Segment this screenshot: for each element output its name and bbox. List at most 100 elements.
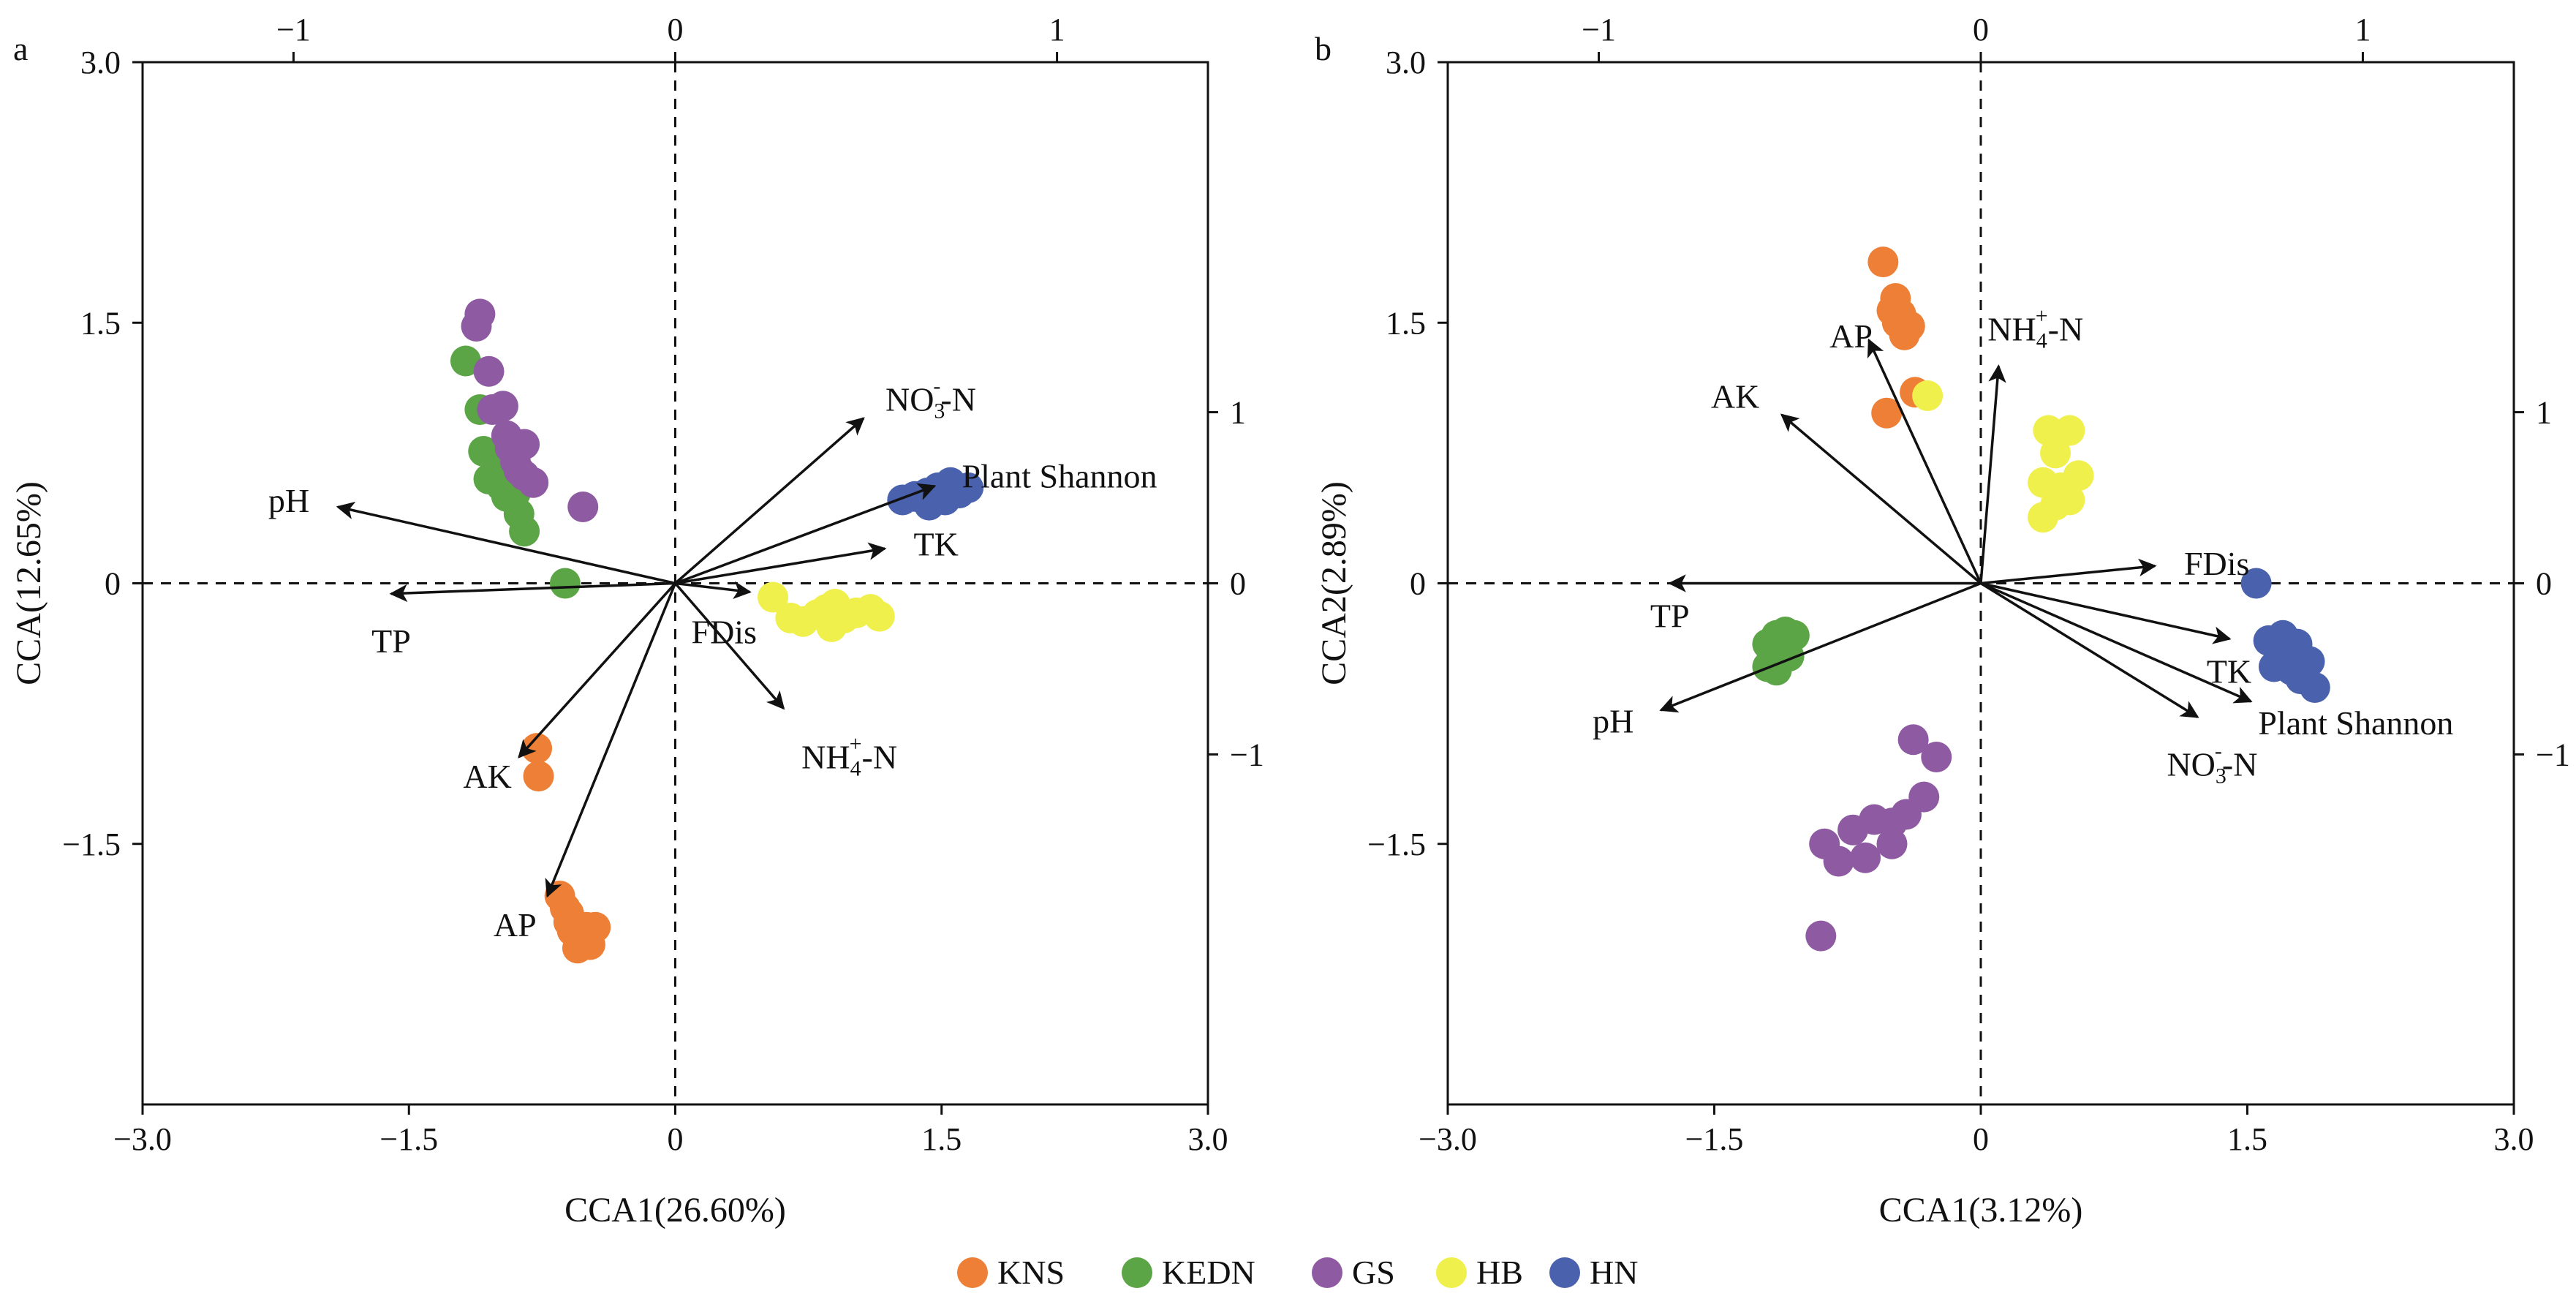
- arrow-label: AP: [494, 906, 537, 944]
- legend-label: HN: [1590, 1254, 1638, 1291]
- arrow-label: TP: [371, 622, 411, 660]
- y-tick-label: 3.0: [1386, 45, 1426, 80]
- y-tick-label: 1.5: [1386, 305, 1426, 341]
- x-tick-label: −3.0: [1419, 1121, 1477, 1157]
- point-gs: [509, 460, 540, 492]
- top-tick-label: 1: [1049, 12, 1065, 48]
- arrow-tk: [675, 542, 887, 585]
- arrow-tp: [389, 581, 676, 603]
- x-tick-label: 0: [668, 1121, 684, 1157]
- right-tick-label: 0: [2536, 566, 2552, 602]
- arrow-ap: [545, 582, 677, 898]
- arrow-label: NH4+-N: [1987, 304, 2083, 353]
- arrow-label: Plant Shannon: [962, 457, 1157, 494]
- point-gs: [1823, 846, 1854, 877]
- arrow-fdis: [675, 581, 752, 599]
- panel-a: a −3.0 −1.5 0 1.5 3.0 3.0 1.5 0 −1.5 −1 0 1 1 0 −1 CCA1(…: [10, 12, 1264, 1230]
- arrow-nh4-n: [1979, 364, 2006, 584]
- arrow-label: NO3--N: [2167, 739, 2257, 788]
- right-tick-label: −1: [2536, 737, 2570, 772]
- arrow-label: Plant Shannon: [2258, 704, 2453, 742]
- point-hn: [2276, 655, 2308, 686]
- point-hn: [913, 489, 945, 521]
- point-gs: [1876, 828, 1908, 859]
- right-tick-label: 1: [2536, 395, 2552, 431]
- point-hn: [2299, 672, 2330, 703]
- panel-label: b: [1315, 30, 1332, 67]
- arrow-label: pH: [1593, 703, 1633, 740]
- x-tick-label: 0: [1973, 1121, 1989, 1157]
- arrow-fdis: [1980, 558, 2157, 585]
- point-gs: [1921, 742, 1952, 772]
- arrow-label: AP: [1829, 317, 1873, 355]
- legend-swatch-gs: [1312, 1257, 1342, 1288]
- y-axis-title: CCA(12.65%): [10, 481, 48, 685]
- x-tick-label: 3.0: [2494, 1121, 2534, 1157]
- x-tick-label: 3.0: [1188, 1121, 1228, 1157]
- point-gs: [1805, 920, 1837, 952]
- point-kedn: [549, 568, 581, 599]
- legend-label: GS: [1352, 1254, 1395, 1291]
- point-kns: [523, 761, 554, 792]
- arrow-label: AK: [1711, 377, 1759, 415]
- legend-label: KEDN: [1162, 1254, 1255, 1291]
- y-tick-label: 3.0: [80, 45, 121, 80]
- top-tick-label: 1: [2354, 12, 2371, 48]
- arrow-ph: [336, 501, 676, 585]
- arrow-plant-shannon: [674, 483, 937, 585]
- point-kedn: [1764, 633, 1796, 665]
- y-tick-label: 0: [1410, 566, 1426, 602]
- arrow-label: FDis: [691, 613, 756, 650]
- y-tick-label: −1.5: [1367, 827, 1426, 862]
- point-kns: [1876, 295, 1908, 326]
- arrow-label: TK: [2207, 653, 2251, 690]
- legend-swatch-hn: [1549, 1257, 1580, 1288]
- point-hb: [864, 600, 895, 632]
- point-hb: [810, 594, 842, 625]
- right-tick-label: 0: [1230, 566, 1246, 602]
- point-hn: [953, 472, 984, 503]
- point-kedn: [450, 345, 481, 377]
- arrow-nh4-n: [674, 582, 785, 710]
- x-tick-label: 1.5: [2227, 1121, 2267, 1157]
- x-tick-label: −1.5: [1685, 1121, 1744, 1157]
- arrow-ph: [1659, 581, 1982, 713]
- arrow-label: TK: [914, 525, 959, 562]
- arrow-label: AK: [463, 758, 511, 795]
- point-gs: [487, 391, 518, 422]
- legend-swatch-kns: [957, 1257, 988, 1288]
- y-tick-label: 1.5: [80, 305, 121, 341]
- point-hb: [2054, 415, 2085, 446]
- x-tick-label: −1.5: [379, 1121, 438, 1157]
- point-hn: [2240, 568, 2272, 599]
- point-gs: [567, 492, 599, 522]
- point-gs: [473, 355, 505, 387]
- point-hb: [758, 581, 789, 613]
- arrow-no3-n: [1980, 582, 2199, 718]
- legend-swatch-kedn: [1122, 1257, 1152, 1288]
- x-axis-title: CCA1(26.60%): [564, 1191, 786, 1230]
- top-tick-label: 0: [668, 12, 684, 48]
- arrow-label: TP: [1650, 598, 1690, 635]
- legend: KNS KEDN GS HB HN: [957, 1254, 1638, 1291]
- x-axis-title: CCA1(3.12%): [1879, 1191, 2083, 1230]
- right-tick-label: 1: [1230, 395, 1246, 431]
- y-tick-label: −1.5: [62, 827, 121, 862]
- right-tick-label: −1: [1230, 737, 1264, 772]
- point-hb: [1912, 380, 1944, 411]
- arrow-label: NO3--N: [885, 374, 976, 423]
- point-hb: [2028, 502, 2059, 533]
- arrow-label: FDis: [2184, 545, 2249, 582]
- x-tick-label: 1.5: [921, 1121, 962, 1157]
- top-tick-label: 0: [1973, 12, 1989, 48]
- arrow-no3-n: [674, 417, 865, 584]
- point-kns: [1871, 397, 1903, 429]
- panel-label: a: [13, 30, 28, 67]
- point-kns: [562, 933, 593, 964]
- point-gs: [1850, 842, 1881, 873]
- point-kns: [1867, 246, 1899, 278]
- point-gs: [461, 311, 492, 342]
- point-gs: [1837, 814, 1869, 846]
- arrow-ak: [1780, 413, 1982, 584]
